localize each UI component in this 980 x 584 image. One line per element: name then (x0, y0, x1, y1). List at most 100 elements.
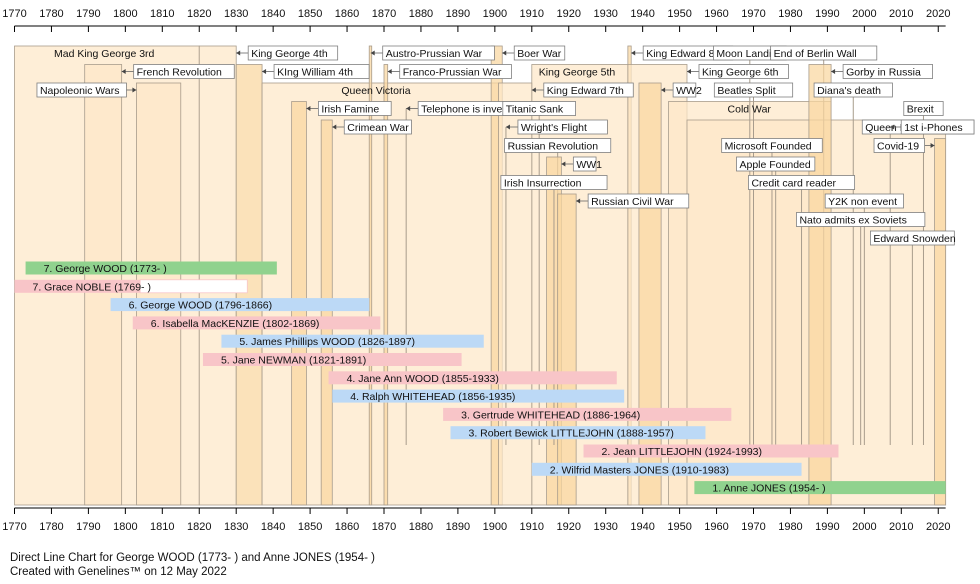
label-box-end-of-berlin-wall (770, 45, 878, 61)
label-text-nato-admits-ex-soviets: Nato admits ex Soviets (799, 214, 906, 226)
bottom-axis-label-1850: 1850 (298, 521, 322, 533)
label-arrow-king-george-6th (686, 69, 691, 74)
label-text-ww2: WW2 (676, 85, 702, 97)
label-text-king-william-4th: KIng William 4th (277, 66, 353, 78)
label-arrow-austro-prussian-war (370, 50, 375, 56)
lifespan-bar-4-ralph-whitehead-1856-1935 (332, 389, 625, 403)
top-axis-label-1820: 1820 (187, 8, 211, 20)
label-text-crimean-war: Crimean War (347, 122, 409, 134)
label-text-queen-victoria: Queen Victoria (341, 85, 410, 97)
top-axis-label-1840: 1840 (261, 8, 285, 20)
lifespan-fade-7-grace-noble-1769 (139, 279, 248, 294)
bottom-axis-label-1920: 1920 (557, 521, 581, 533)
label-box-diana-s-death (813, 82, 893, 98)
label-text-irish-famine: Irish Famine (321, 103, 379, 115)
lifespan-label-4-jane-ann-wood-1855-1933: 4. Jane Ann WOOD (1855-1933) (347, 373, 499, 385)
bottom-axis-label-1880: 1880 (409, 521, 433, 533)
lifespan-bar-6-george-wood-1796-1866 (110, 298, 370, 312)
label-box-crimean-war (343, 119, 412, 135)
label-arrow-king-edward-7th (531, 87, 536, 93)
label-text-austro-prussian-war: Austro-Prussian War (386, 48, 483, 60)
label-arrow-wright-s-flight (505, 124, 510, 130)
lifespan-bar-2-wilfrid-masters-jones-1910-1983 (531, 462, 802, 476)
label-arrow-1st-i-phones (890, 124, 895, 130)
label-box-beatles-split (713, 82, 794, 98)
bottom-axis-label-1790: 1790 (76, 521, 100, 533)
label-box-irish-insurrection (500, 175, 608, 190)
top-axis-label-1830: 1830 (224, 8, 248, 20)
label-arrow-ww2 (661, 87, 666, 93)
label-text-wright-s-flight: Wright's Flight (521, 122, 587, 134)
lifespan-bar-5-james-phillips-wood-1826-1897 (221, 334, 484, 348)
label-box-ww2 (672, 82, 697, 98)
top-axis-label-1780: 1780 (39, 8, 63, 20)
label-text-telephone-is-invented: Telephone is invented (421, 103, 523, 115)
label-box-french-revolution (133, 64, 235, 79)
label-arrow-french-revolution (121, 69, 126, 74)
label-text-mad-king-george-3rd: Mad King George 3rd (54, 48, 155, 60)
label-text-king-edward-8th: King Edward 8th (646, 48, 723, 60)
top-axis-label-1890: 1890 (446, 8, 470, 20)
label-box-king-edward-7th (543, 82, 634, 98)
lifespan-label-4-ralph-whitehead-1856-1935: 4. Ralph WHITEHEAD (1856-1935) (350, 391, 515, 403)
lifespan-bar-2-jean-littlejohn-1924-1993 (583, 444, 839, 458)
top-axis-label-1910: 1910 (520, 8, 544, 20)
label-text-king-george-4th: King George 4th (251, 48, 328, 60)
top-axis-label-1850: 1850 (298, 8, 322, 20)
bottom-axis-label-1870: 1870 (372, 521, 396, 533)
label-text-russian-revolution: Russian Revolution (508, 140, 599, 152)
top-axis: 1770 1780 1790 1800 1810 1820 1830 1840 1850 1860… (2, 8, 950, 32)
lifespan-label-2-jean-littlejohn-1924-1993: 2. Jean LITTLEJOHN (1924-1993) (602, 446, 763, 458)
label-box-edward-snowden (870, 230, 955, 246)
lifespan-label-7-grace-noble-1769: 7. Grace NOBLE (1769- ) (33, 281, 151, 293)
lifespan-label-7-george-wood-1773: 7. George WOOD (1773- ) (44, 263, 167, 275)
person-lifespans: 7. George WOOD (1773- ) 7. Grace NOBLE (1… (14, 261, 946, 495)
lifespan-label-5-james-phillips-wood-1826-1897: 5. James Phillips WOOD (1826-1897) (239, 336, 415, 348)
period-band-austro-prussian-war (368, 45, 373, 506)
label-box-covid-19 (873, 138, 925, 153)
top-axis-label-1880: 1880 (409, 8, 433, 20)
bottom-axis-label-1960: 1960 (704, 521, 728, 533)
label-arrow-covid-19 (930, 143, 935, 148)
bottom-axis-label-2010: 2010 (889, 521, 913, 533)
label-text-titanic-sank: Titanic Sank (506, 103, 564, 115)
bottom-axis-label-1900: 1900 (483, 521, 507, 533)
label-arrow-boer-war (502, 50, 507, 56)
top-axis-label-1940: 1940 (630, 8, 654, 20)
top-axis-label-1990: 1990 (815, 8, 839, 20)
label-box-titanic-sank (502, 101, 576, 116)
lifespan-bar-5-jane-newman-1821-1891 (202, 353, 462, 366)
label-box-boer-war (513, 45, 566, 61)
period-band-crimean-war (320, 119, 333, 506)
top-axis-label-1900: 1900 (483, 8, 507, 20)
label-text-boer-war: Boer War (517, 48, 561, 60)
chart-credit: Created with Genelines™ on 12 May 2022 (10, 566, 227, 578)
label-box-king-george-6th (698, 64, 789, 79)
label-box-napoleonic-wars (36, 82, 127, 98)
label-box-russian-civil-war (587, 193, 690, 209)
label-arrow-king-william-4th (262, 69, 267, 74)
label-arrow-gorby-in-russia (831, 69, 836, 74)
top-axis-label-2000: 2000 (852, 8, 876, 20)
top-axis-label-1800: 1800 (113, 8, 137, 20)
label-arrow-telephone-is-invented (406, 106, 411, 111)
bottom-axis-label-1910: 1910 (520, 521, 544, 533)
lifespan-bar-7-george-wood-1773 (25, 261, 277, 275)
label-box-microsoft-founded (721, 138, 823, 153)
bottom-axis-label-1970: 1970 (741, 521, 765, 533)
lifespan-bar-6-isabella-mackenzie-1802-1869 (132, 316, 381, 330)
lifespan-bar-3-gertrude-whitehead-1886-1964 (443, 407, 732, 421)
label-box-ww1 (572, 156, 597, 172)
lifespan-bar-7-grace-noble-1769 (14, 279, 141, 293)
top-axis-label-1920: 1920 (557, 8, 581, 20)
label-arrow-napoleonic-wars (132, 87, 137, 93)
label-text-beatles-split: Beatles Split (717, 85, 775, 97)
top-axis-label-1980: 1980 (778, 8, 802, 20)
label-arrow-russian-civil-war (576, 198, 581, 204)
label-arrow-crimean-war (332, 124, 337, 130)
bottom-axis-label-1890: 1890 (446, 521, 470, 533)
label-box-russian-revolution (504, 138, 612, 153)
label-box-apple-founded (736, 156, 816, 172)
bottom-axis-label-1780: 1780 (39, 521, 63, 533)
